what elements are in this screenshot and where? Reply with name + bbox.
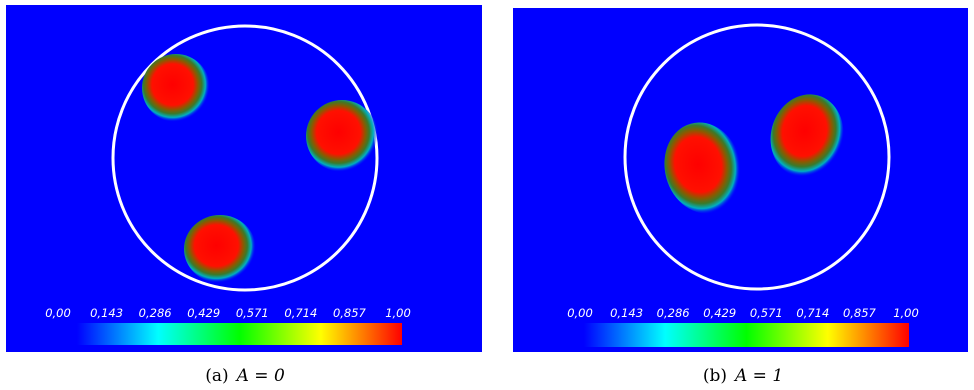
colorbar-tick-label: 1,00 (385, 306, 411, 320)
droplet (664, 122, 742, 214)
colorbar-tick-label: 0,00 (567, 306, 593, 320)
droplet (306, 100, 378, 172)
caption: (a) A = 0 (205, 366, 285, 386)
panel-a (6, 5, 482, 352)
caption: (b) A = 1 (703, 366, 783, 386)
colorbar-tick-label: 0,00 (45, 306, 71, 320)
colorbar-tick-label: 0,143 (610, 306, 643, 320)
colorbar-tick-label: 0,857 (843, 306, 877, 320)
colorbar-tick-label: 0,571 (750, 306, 783, 320)
domain-circle (111, 24, 379, 292)
colorbar-tick-label: 0,714 (796, 306, 829, 320)
colorbar-tick-label: 0,143 (90, 306, 123, 320)
colorbar (77, 323, 402, 345)
colorbar-tick-label: 1,00 (893, 306, 919, 320)
caption-tag: (b) (703, 366, 727, 386)
colorbar-tick-label: 0,571 (236, 306, 269, 320)
caption-math: A = 0 (235, 366, 285, 386)
colorbar-tick-label: 0,429 (703, 306, 736, 320)
colorbar-tick-label: 0,286 (657, 306, 690, 320)
colorbar-tick-label: 0,286 (139, 306, 172, 320)
background (6, 5, 482, 352)
colorbar (584, 323, 909, 347)
droplet (142, 54, 210, 122)
colorbar-tick-label: 0,857 (333, 306, 367, 320)
droplet (770, 94, 844, 178)
colorbar-tick-label: 0,714 (284, 306, 317, 320)
colorbar-tick-label: 0,429 (187, 306, 220, 320)
caption-tag: (a) (205, 366, 228, 386)
panel-b (513, 8, 968, 352)
caption-math: A = 1 (733, 366, 783, 386)
domain-circle (623, 23, 891, 291)
droplet (184, 215, 256, 283)
